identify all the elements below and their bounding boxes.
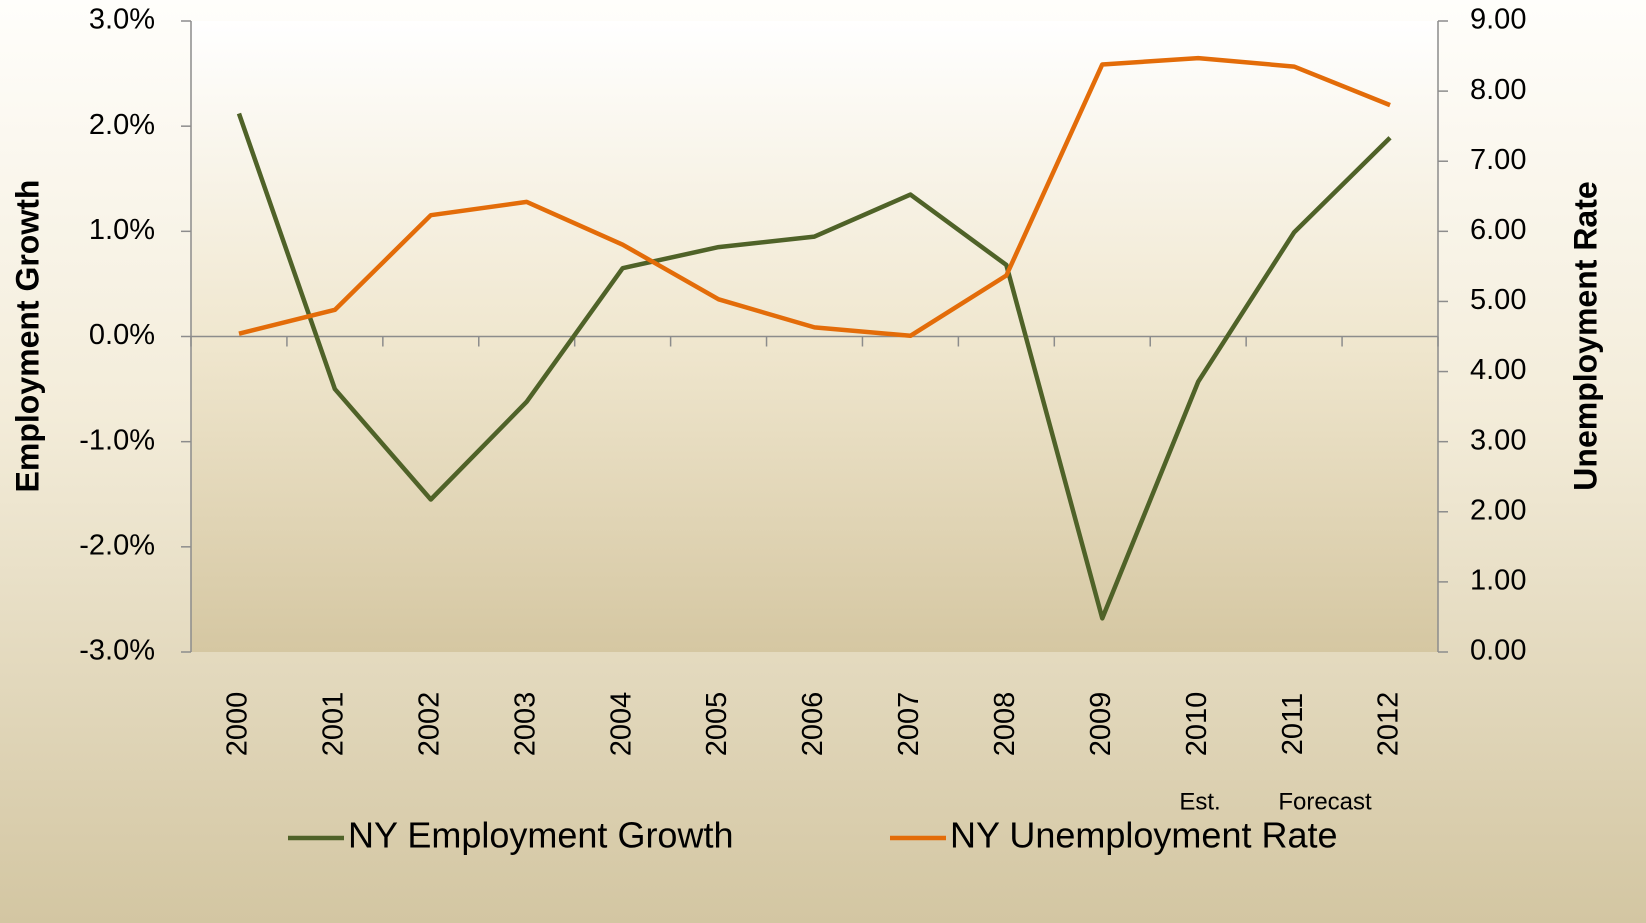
y2-tick-label: 8.00 bbox=[1470, 74, 1526, 106]
y-tick-label: -2.0% bbox=[79, 529, 155, 561]
y-tick-label: 0.0% bbox=[89, 319, 155, 351]
y-axis-title: Employment Growth bbox=[9, 180, 45, 493]
x-tick-label: 2009 bbox=[1085, 692, 1117, 757]
y2-tick-label: 3.00 bbox=[1470, 424, 1526, 456]
x-tick-label: 2008 bbox=[989, 692, 1021, 757]
annotation: Forecast bbox=[1278, 788, 1372, 815]
y-tick-label: -3.0% bbox=[79, 635, 155, 667]
y-tick-label: 3.0% bbox=[89, 4, 155, 36]
legend-label: NY Employment Growth bbox=[348, 815, 733, 856]
y2-tick-label: 2.00 bbox=[1470, 494, 1526, 526]
x-tick-label: 2002 bbox=[413, 692, 445, 757]
series-line bbox=[238, 55, 1391, 339]
y2-tick-label: 5.00 bbox=[1470, 284, 1526, 316]
x-tick-label: 2010 bbox=[1181, 692, 1213, 757]
y-tick-label: -1.0% bbox=[79, 424, 155, 456]
y2-tick-label: 9.00 bbox=[1470, 4, 1526, 36]
x-tick-label: 2007 bbox=[893, 692, 925, 757]
y2-tick-label: 1.00 bbox=[1470, 565, 1526, 597]
x-tick-label: 2003 bbox=[509, 692, 541, 757]
y2-tick-label: 0.00 bbox=[1470, 635, 1526, 667]
y2-tick-label: 6.00 bbox=[1470, 214, 1526, 246]
x-tick-label: 2004 bbox=[605, 692, 637, 757]
x-tick-label: 2005 bbox=[701, 692, 733, 757]
x-tick-label: 2011 bbox=[1277, 693, 1309, 755]
y2-tick-label: 7.00 bbox=[1470, 144, 1526, 176]
annotation: Est. bbox=[1179, 788, 1220, 815]
y-tick-label: 2.0% bbox=[89, 109, 155, 141]
y-tick-label: 1.0% bbox=[89, 214, 155, 246]
x-tick-label: 2012 bbox=[1373, 692, 1405, 757]
x-tick-label: 2006 bbox=[797, 692, 829, 757]
x-tick-label: 2001 bbox=[318, 692, 350, 757]
y2-axis-title: Unemployment Rate bbox=[1567, 181, 1603, 490]
y2-tick-label: 4.00 bbox=[1470, 354, 1526, 386]
legend-label: NY Unemployment Rate bbox=[950, 815, 1338, 856]
series-line bbox=[236, 112, 1392, 621]
x-tick-label: 2000 bbox=[222, 692, 254, 757]
